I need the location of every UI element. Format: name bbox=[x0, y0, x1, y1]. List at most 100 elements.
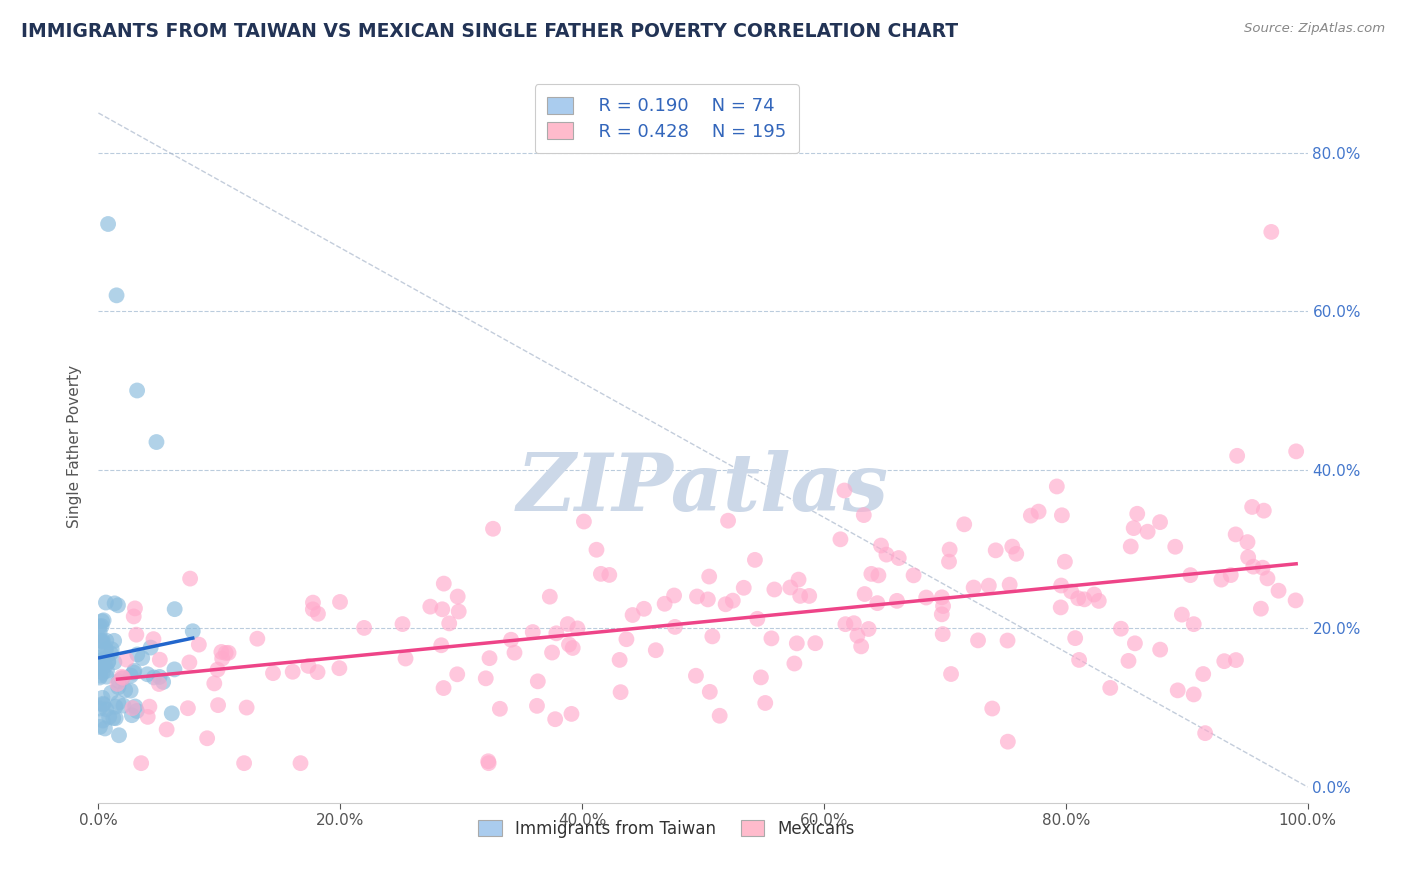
Point bbox=[1073, 592, 1095, 607]
Point bbox=[211, 651, 233, 665]
Point bbox=[1149, 515, 1171, 529]
Point bbox=[557, 617, 579, 632]
Point bbox=[589, 566, 612, 581]
Point bbox=[207, 663, 229, 677]
Point bbox=[90, 633, 112, 648]
Point bbox=[1028, 505, 1050, 519]
Point bbox=[997, 734, 1019, 748]
Point bbox=[697, 569, 720, 583]
Point bbox=[478, 756, 501, 771]
Point bbox=[112, 671, 135, 685]
Point bbox=[97, 655, 120, 669]
Point bbox=[235, 700, 257, 714]
Point bbox=[779, 581, 801, 595]
Point bbox=[998, 577, 1021, 591]
Point bbox=[207, 698, 229, 713]
Point bbox=[107, 674, 129, 689]
Point bbox=[209, 645, 232, 659]
Point bbox=[125, 628, 148, 642]
Point bbox=[1083, 588, 1105, 602]
Point bbox=[1049, 600, 1071, 615]
Point bbox=[1267, 583, 1289, 598]
Point bbox=[938, 555, 960, 569]
Point bbox=[145, 435, 167, 450]
Point bbox=[447, 605, 470, 619]
Point bbox=[91, 652, 114, 666]
Point bbox=[932, 599, 955, 613]
Point bbox=[621, 607, 644, 622]
Point bbox=[709, 708, 731, 723]
Point bbox=[544, 712, 567, 726]
Point bbox=[447, 590, 470, 604]
Point bbox=[122, 665, 145, 680]
Point bbox=[696, 592, 718, 607]
Point bbox=[91, 614, 114, 628]
Point bbox=[152, 675, 174, 690]
Point bbox=[97, 217, 120, 231]
Point bbox=[853, 587, 876, 601]
Point bbox=[1253, 503, 1275, 517]
Point bbox=[104, 699, 127, 714]
Point bbox=[94, 645, 117, 659]
Point bbox=[664, 620, 686, 634]
Point bbox=[91, 690, 114, 705]
Point bbox=[437, 616, 460, 631]
Point bbox=[89, 669, 111, 683]
Point bbox=[124, 699, 146, 714]
Point bbox=[538, 590, 561, 604]
Point bbox=[501, 632, 523, 647]
Point bbox=[997, 633, 1019, 648]
Point bbox=[179, 572, 201, 586]
Point bbox=[91, 714, 114, 728]
Point bbox=[177, 701, 200, 715]
Point bbox=[136, 710, 159, 724]
Point bbox=[478, 651, 501, 665]
Point bbox=[1118, 654, 1140, 668]
Point bbox=[96, 702, 118, 716]
Point bbox=[834, 483, 856, 498]
Point bbox=[852, 508, 875, 522]
Point bbox=[804, 636, 827, 650]
Point bbox=[1053, 555, 1076, 569]
Point bbox=[148, 670, 170, 684]
Point bbox=[96, 633, 118, 648]
Point bbox=[1241, 559, 1264, 574]
Point bbox=[1060, 584, 1083, 599]
Point bbox=[1225, 527, 1247, 541]
Point bbox=[654, 597, 676, 611]
Point bbox=[860, 566, 883, 581]
Point bbox=[846, 629, 869, 643]
Point bbox=[94, 722, 117, 736]
Point bbox=[215, 646, 238, 660]
Point bbox=[1067, 591, 1090, 606]
Point bbox=[1237, 550, 1260, 565]
Point bbox=[1050, 578, 1073, 592]
Point bbox=[1122, 521, 1144, 535]
Point bbox=[561, 640, 583, 655]
Point bbox=[714, 597, 737, 611]
Point bbox=[433, 576, 456, 591]
Point bbox=[290, 756, 312, 771]
Point bbox=[1260, 225, 1282, 239]
Point bbox=[107, 677, 129, 691]
Point bbox=[302, 596, 325, 610]
Point bbox=[1005, 547, 1028, 561]
Point bbox=[1136, 524, 1159, 539]
Point bbox=[858, 622, 880, 636]
Point bbox=[91, 634, 114, 648]
Point bbox=[984, 543, 1007, 558]
Point bbox=[1019, 508, 1042, 523]
Point bbox=[91, 698, 114, 712]
Legend: Immigrants from Taiwan, Mexicans: Immigrants from Taiwan, Mexicans bbox=[471, 814, 862, 845]
Point bbox=[129, 756, 152, 771]
Point bbox=[262, 666, 284, 681]
Point bbox=[121, 708, 143, 723]
Point bbox=[786, 636, 808, 650]
Point bbox=[541, 646, 564, 660]
Point bbox=[91, 697, 114, 711]
Point bbox=[830, 533, 852, 547]
Point bbox=[127, 384, 149, 398]
Point bbox=[160, 706, 183, 721]
Point bbox=[1167, 683, 1189, 698]
Point bbox=[353, 621, 375, 635]
